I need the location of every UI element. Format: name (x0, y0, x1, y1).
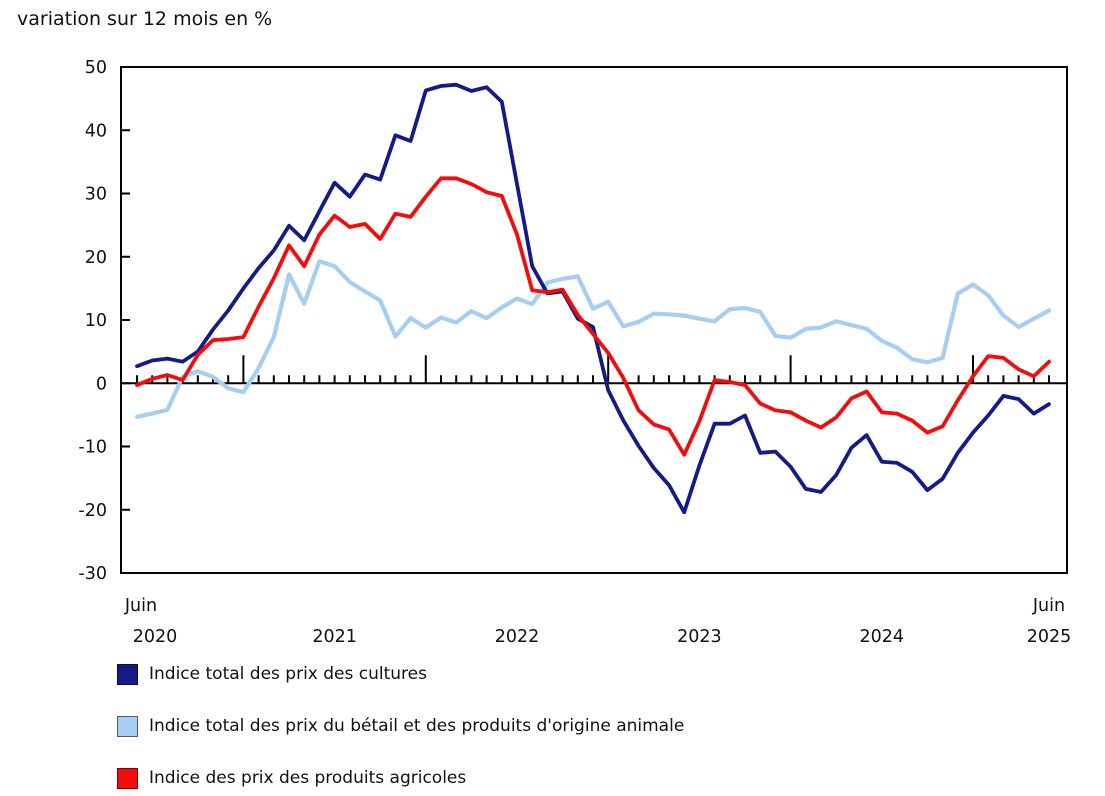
legend-color-swatch (117, 664, 138, 685)
x-axis-label-year: 2024 (860, 627, 905, 647)
series-line-cultures (135, 82, 1051, 515)
y-axis-label: 20 (85, 248, 107, 268)
plot-frame (120, 66, 1068, 574)
x-axis-label-year-end: 2025 (1027, 627, 1072, 647)
y-axis-label: -30 (78, 564, 107, 584)
legend-item-cultures: Indice total des prix des cultures (117, 664, 684, 685)
y-axis-label: 50 (85, 58, 107, 78)
x-axis-label-juin-start: Juin (124, 596, 157, 616)
legend-label: Indice total des prix du bétail et des p… (149, 716, 685, 736)
legend-item-agricoles: Indice des prix des produits agricoles (117, 768, 684, 789)
legend-label: Indice total des prix des cultures (149, 664, 427, 684)
y-axis-label: 40 (85, 121, 107, 141)
x-axis-label-year: 2023 (677, 627, 722, 647)
x-axis-label-year-start: 2020 (133, 627, 178, 647)
y-axis-label: 10 (85, 311, 107, 331)
line-chart: 50 40 30 20 10 0 -10 -20 -30 Juin 2020 Juin 2025 2021… (78, 58, 1072, 647)
x-axis-label-juin-end: Juin (1032, 596, 1065, 616)
y-axis-label: 30 (85, 185, 107, 205)
series-line-agricoles (135, 176, 1051, 457)
legend-label: Indice des prix des produits agricoles (149, 768, 467, 788)
chart-legend: Indice total des prix des cultures Indic… (117, 664, 684, 796)
legend-color-swatch (117, 716, 138, 737)
y-axis-label: 0 (96, 374, 107, 394)
x-axis-label-year: 2022 (495, 627, 540, 647)
chart-title: variation sur 12 mois en % (17, 8, 273, 30)
series-line-betail (134, 259, 1052, 419)
y-axis-label: -10 (78, 438, 107, 458)
y-axis-label: -20 (78, 501, 107, 521)
x-axis-label-year: 2021 (312, 627, 357, 647)
legend-item-betail: Indice total des prix du bétail et des p… (117, 716, 684, 737)
legend-color-swatch (117, 768, 138, 789)
